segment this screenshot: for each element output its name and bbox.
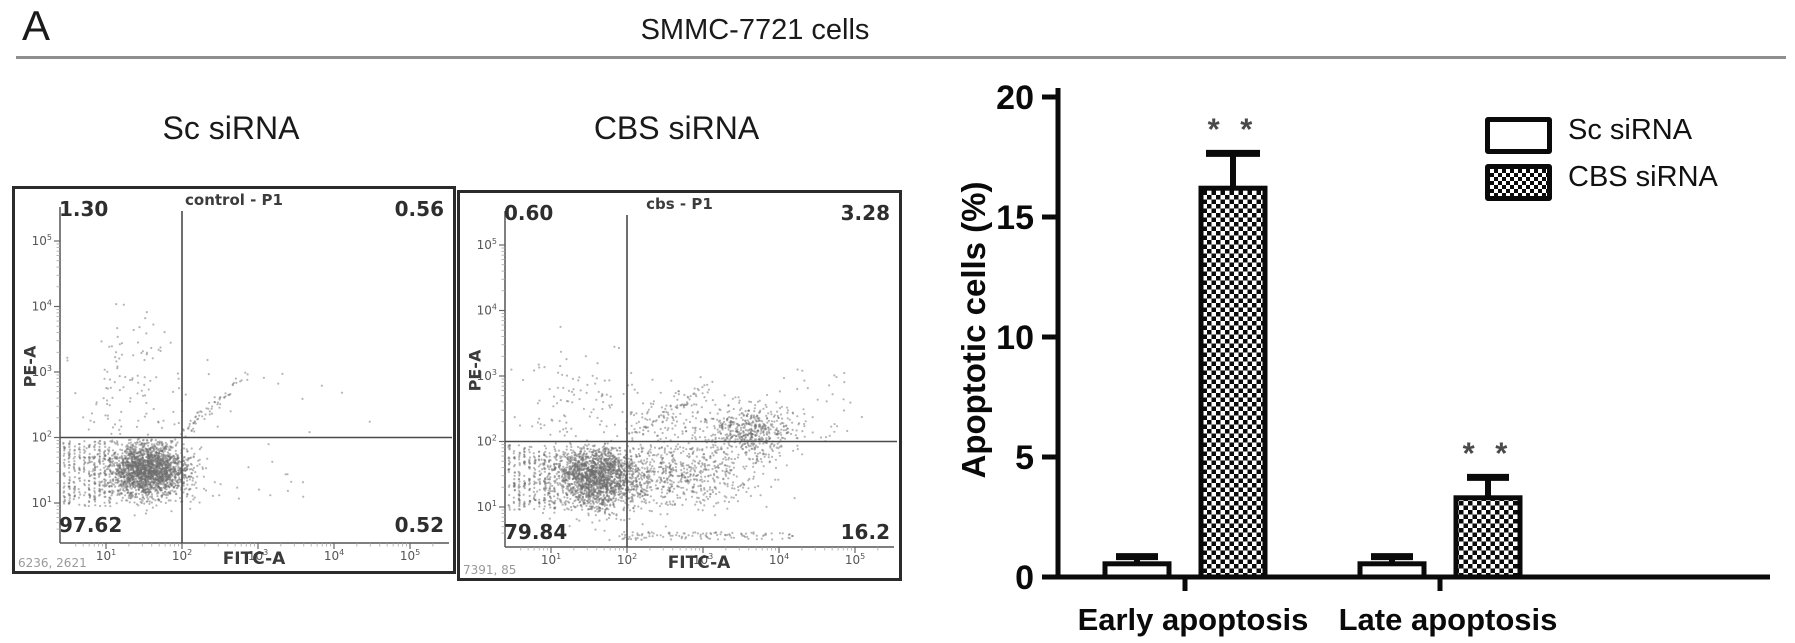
quadrant-upper-right-value: 0.56 [394,197,444,221]
svg-text:102: 102 [477,434,497,449]
flow-plot-cbs-sirna: 101 101 102 102 103 103 104 104 105 105 cbs - P1 … [457,190,902,581]
quadrant-lower-left-value: 79.84 [504,520,568,544]
gate-label-cbs-p1: cbs - P1 [646,195,713,213]
quadrant-upper-left-value: 0.60 [504,201,554,225]
panel-letter: A [22,2,51,49]
x-axis-label-fitc-a: FITC-A [222,549,286,569]
legend-label-cbs-sirna: CBS siRNA [1568,161,1718,193]
quadrant-lower-right-value: 16.2 [840,520,890,544]
svg-text:101: 101 [32,495,52,510]
flow-plot-sc-sirna: 101 101 102 102 103 103 104 104 105 105 control -… [12,186,456,574]
svg-text:105: 105 [32,233,52,248]
svg-text:101: 101 [477,499,497,514]
x-axis-label-fitc-a: FITC-A [667,553,731,573]
legend-swatch-cbs-sirna [1485,164,1552,201]
gate-label-control-p1: control - P1 [185,191,283,209]
event-count-text: 7391, 85 [463,563,517,577]
quadrant-lower-left-value: 97.62 [59,513,123,537]
y-axis-label-pe-a: PE-A [465,349,485,392]
legend-label-sc-sirna: Sc siRNA [1568,114,1693,146]
quadrant-lower-right-value: 0.52 [394,513,444,537]
svg-text:102: 102 [32,430,52,445]
header-divider [16,56,1786,59]
y-axis-label-pe-a: PE-A [20,345,40,388]
quadrant-upper-right-value: 3.28 [840,201,890,225]
flow-plot-title-sc-sirna: Sc siRNA [162,110,300,146]
svg-text:105: 105 [477,237,497,252]
figure-title: SMMC-7721 cells [640,14,870,46]
event-count-text: 6236, 2621 [18,556,87,570]
quadrant-upper-left-value: 1.30 [59,197,109,221]
legend-swatch-sc-sirna [1485,117,1552,154]
flow-plot-title-cbs-sirna: CBS siRNA [593,110,760,146]
